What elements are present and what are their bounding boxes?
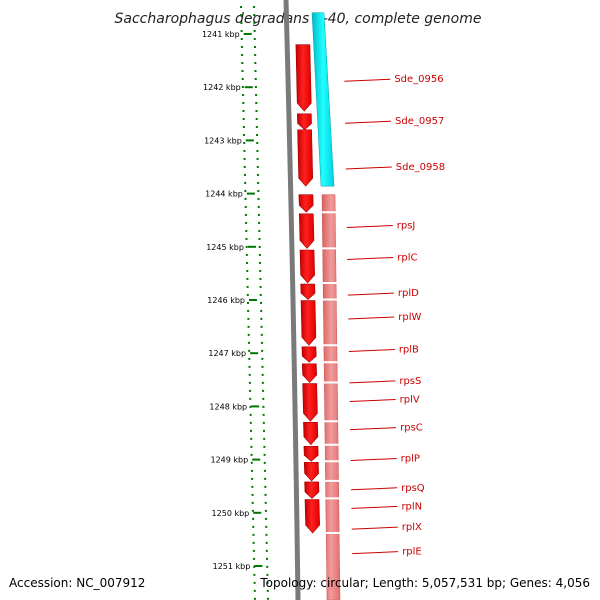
highlight-region xyxy=(311,12,335,187)
label-leader xyxy=(350,427,397,431)
label-leader xyxy=(344,78,391,82)
ruler-tick-label: 1245 kbp xyxy=(206,243,244,252)
gene-label[interactable]: rpsC xyxy=(400,423,423,434)
gene-arrow[interactable] xyxy=(296,113,312,131)
feature-tracks xyxy=(283,0,342,600)
gene-arrow[interactable] xyxy=(295,44,312,112)
label-leader xyxy=(352,551,399,555)
ruler-dotted-line-right xyxy=(253,5,269,600)
gene-arrow[interactable] xyxy=(303,461,319,482)
gene-label[interactable]: rplB xyxy=(399,344,419,355)
gene-arrow[interactable] xyxy=(301,363,317,383)
gene-label[interactable]: rpsQ xyxy=(401,483,425,494)
ruler-tick-label: 1249 kbp xyxy=(210,456,248,465)
gene-label[interactable]: rpsS xyxy=(399,376,421,387)
ruler-tick-label: 1251 kbp xyxy=(213,562,251,571)
gene-label[interactable]: rplD xyxy=(398,288,419,299)
accession-text: Accession: NC_007912 xyxy=(9,576,146,590)
kbp-ruler: 1241 kbp 1242 kbp 1243 kbp 1244 kbp 1245 kbp… xyxy=(202,5,269,600)
gene-label[interactable]: rplX xyxy=(402,522,422,533)
operon-band xyxy=(321,194,341,600)
label-leader xyxy=(346,225,393,229)
gene-arrow[interactable] xyxy=(303,422,319,446)
gene-arrow[interactable] xyxy=(302,383,318,422)
gene-label[interactable]: rplP xyxy=(401,454,420,465)
gene-arrow[interactable] xyxy=(298,213,315,249)
ruler-tick-label: 1241 kbp xyxy=(202,30,240,39)
label-leader xyxy=(350,458,397,462)
gene-label[interactable]: rplW xyxy=(398,312,421,323)
label-leader xyxy=(349,398,396,402)
label-leader xyxy=(351,487,398,491)
ruler-tick-label: 1246 kbp xyxy=(207,296,245,305)
label-leader xyxy=(345,166,392,170)
gene-arrow[interactable] xyxy=(297,129,314,187)
ruler-dotted-line xyxy=(240,5,256,600)
label-leader xyxy=(351,526,398,530)
label-leader xyxy=(348,348,395,352)
gene-label[interactable]: rpsJ xyxy=(397,221,416,232)
label-leader xyxy=(347,256,394,260)
gene-arrows xyxy=(295,44,320,534)
gene-arrow[interactable] xyxy=(298,194,314,213)
gene-label[interactable]: Sde_0957 xyxy=(395,116,444,127)
label-leader xyxy=(347,292,394,296)
gene-arrow[interactable] xyxy=(304,481,320,499)
topology-text: Topology: circular; Length: 5,057,531 bp… xyxy=(260,576,590,590)
gene-arrow[interactable] xyxy=(303,446,319,462)
label-leader xyxy=(348,316,395,320)
gene-label[interactable]: rplC xyxy=(397,252,417,263)
label-leader xyxy=(351,505,398,509)
gene-arrow[interactable] xyxy=(304,499,320,534)
gene-label[interactable]: Sde_0956 xyxy=(394,74,443,85)
genome-backbone xyxy=(283,0,301,600)
ruler-tick-label: 1242 kbp xyxy=(203,83,241,92)
label-leader xyxy=(349,380,396,384)
gene-label[interactable]: rplN xyxy=(401,501,422,512)
ruler-tick-label: 1250 kbp xyxy=(212,509,250,518)
gene-arrow[interactable] xyxy=(300,300,317,346)
ruler-tick-label: 1243 kbp xyxy=(204,136,242,145)
ruler-tick-label: 1244 kbp xyxy=(205,190,243,199)
gene-arrow[interactable] xyxy=(301,346,317,363)
gene-label[interactable]: rplV xyxy=(400,394,420,405)
ruler-tick-label: 1247 kbp xyxy=(208,349,246,358)
gene-arrow[interactable] xyxy=(299,249,315,284)
ruler-tick-label: 1248 kbp xyxy=(209,402,247,411)
map-title: Saccharophagus degradans 2-40, complete … xyxy=(115,11,482,27)
gene-label[interactable]: rplE xyxy=(402,547,422,558)
gene-label[interactable]: Sde_0958 xyxy=(396,162,445,173)
gene-labels: Sde_0956 Sde_0957 Sde_0958 rpsJ rplC rplD rplW… xyxy=(344,74,445,558)
gene-arrow[interactable] xyxy=(300,283,316,300)
label-leader xyxy=(344,120,392,124)
